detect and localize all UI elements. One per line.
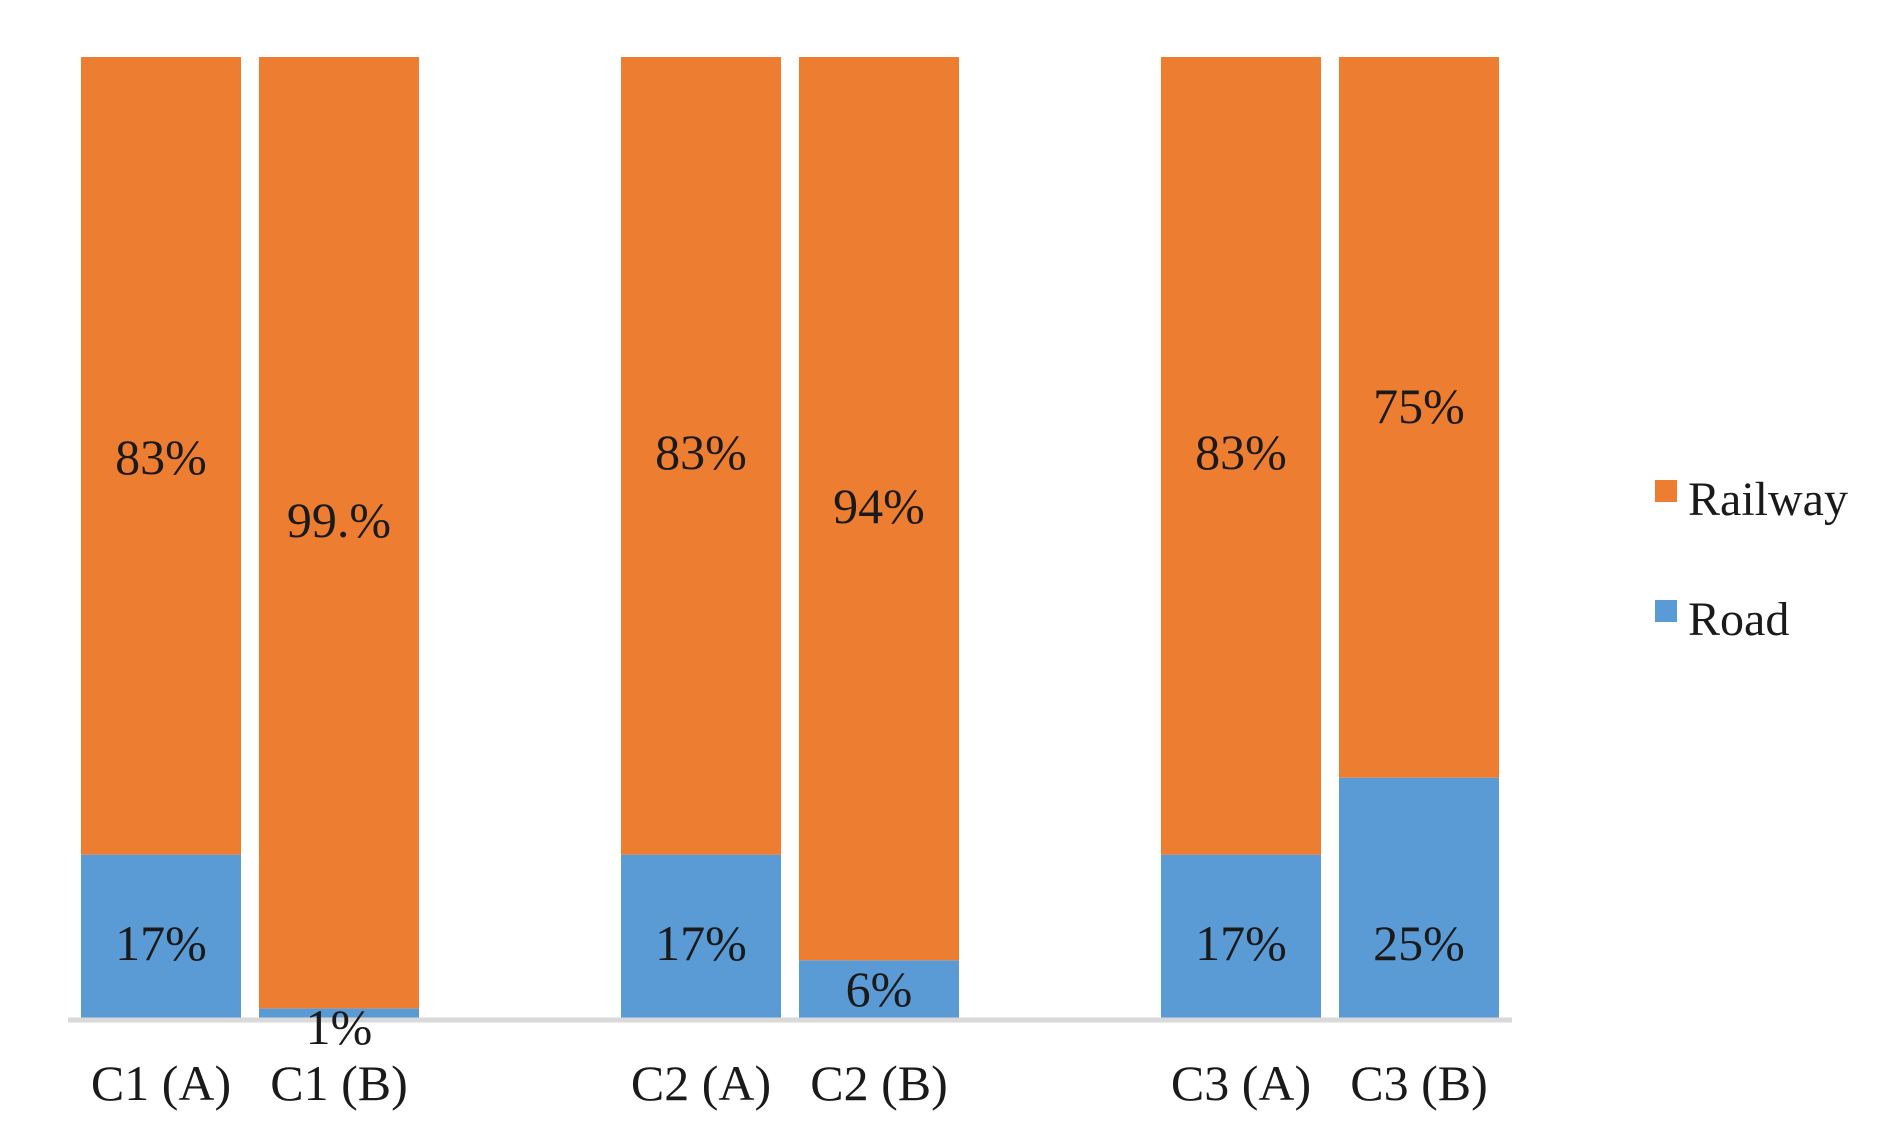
- data-label-railway: 94%: [833, 478, 925, 534]
- data-label-road: 25%: [1373, 915, 1465, 971]
- bars-layer: [81, 57, 1499, 1018]
- legend-label-railway: Railway: [1688, 473, 1848, 526]
- bar-segment-railway: [621, 57, 781, 855]
- bar-segment-railway: [799, 57, 959, 961]
- bar-segment-road: [81, 854, 241, 1018]
- legend-swatch-road: [1655, 600, 1677, 622]
- category-labels-layer: C1 (A) C1 (B) C2 (A) C2 (B) C3 (A) C3 (B): [91, 1055, 1488, 1111]
- data-labels-layer: 17% 83% 1% 99.% 17% 83% 6% 94% 17% 83% 25% 75%: [115, 378, 1465, 1055]
- data-label-road: 17%: [1195, 915, 1287, 971]
- category-label: C3 (A): [1171, 1055, 1311, 1111]
- bar-segment-road: [1339, 777, 1499, 1018]
- data-label-road: 17%: [655, 915, 747, 971]
- data-label-railway: 99.%: [287, 492, 391, 548]
- data-label-railway: 83%: [655, 424, 747, 480]
- data-label-railway: 83%: [1195, 424, 1287, 480]
- bar-segment-railway: [81, 57, 241, 855]
- bar-segment-road: [621, 854, 781, 1018]
- bar-segment-road: [259, 1008, 419, 1018]
- bar-segment-railway: [1161, 57, 1321, 855]
- category-label: C1 (B): [270, 1055, 408, 1111]
- data-label-road: 1%: [306, 999, 373, 1055]
- data-label-road: 6%: [846, 961, 913, 1017]
- data-label-railway: 75%: [1373, 378, 1465, 434]
- data-label-railway: 83%: [115, 429, 207, 485]
- legend: Railway Road: [1655, 473, 1848, 646]
- legend-swatch-railway: [1655, 480, 1677, 502]
- data-label-road: 17%: [115, 915, 207, 971]
- category-label: C2 (B): [810, 1055, 948, 1111]
- category-label: C2 (A): [631, 1055, 771, 1111]
- legend-label-road: Road: [1688, 593, 1789, 646]
- bar-segment-railway: [259, 57, 419, 1009]
- bar-segment-road: [799, 960, 959, 1018]
- bar-segment-road: [1161, 854, 1321, 1018]
- category-label: C1 (A): [91, 1055, 231, 1111]
- bar-segment-railway: [1339, 57, 1499, 778]
- category-label: C3 (B): [1350, 1055, 1488, 1111]
